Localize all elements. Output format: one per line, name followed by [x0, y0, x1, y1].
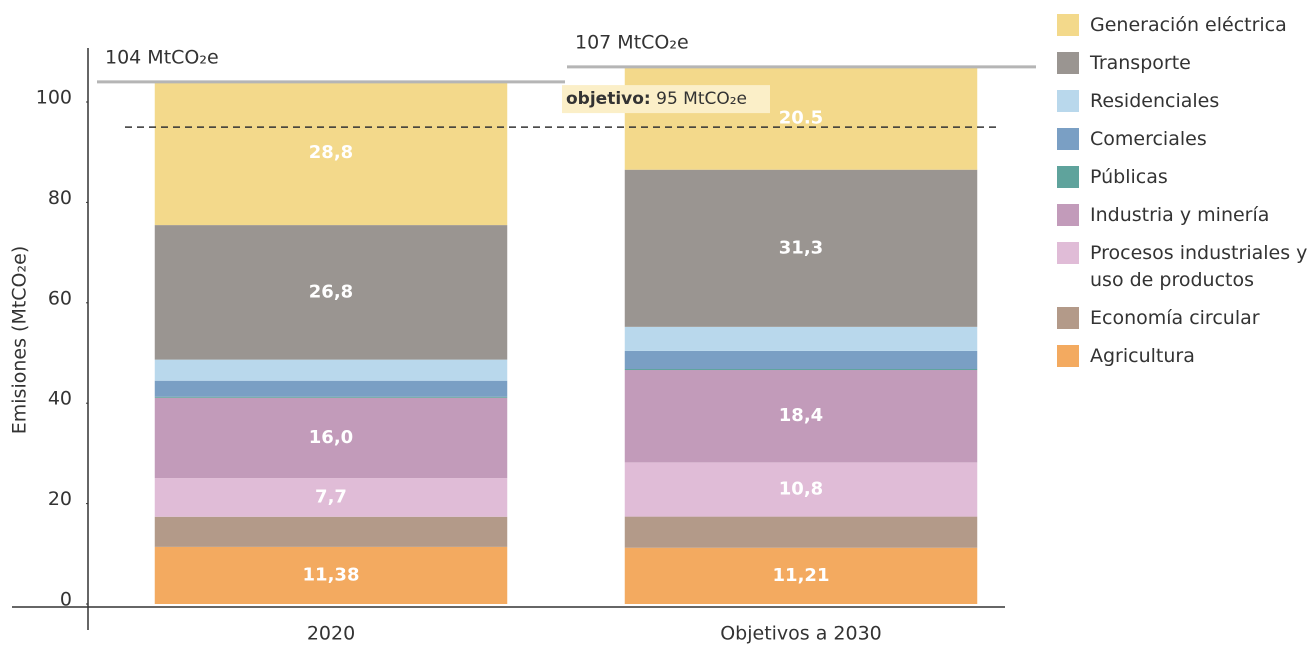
total-label: 107 MtCO₂e [575, 31, 689, 53]
legend-label: Comerciales [1090, 128, 1207, 150]
y-tick-label: 80 [48, 187, 72, 209]
legend-swatch [1057, 307, 1079, 329]
bar-segment [624, 516, 978, 548]
target-label: objetivo: 95 MtCO₂e [566, 89, 747, 109]
legend-label: Generación eléctrica [1090, 14, 1287, 36]
legend-item: Residenciales [1057, 88, 1312, 115]
target-label-bg [562, 85, 770, 114]
legend-label: Públicas [1090, 166, 1168, 188]
value-label: 11,38 [303, 564, 360, 585]
bar-segment [624, 350, 978, 370]
legend-item: Comerciales [1057, 126, 1312, 153]
chart: Emisiones (MtCO₂e) 0 20 40 60 80 100 2020 11,38… [9, 31, 1036, 645]
bar-segment [624, 326, 978, 351]
bar-segment [624, 66, 978, 170]
legend-swatch [1057, 90, 1079, 112]
value-label: 31,3 [779, 237, 823, 258]
bar-segment [154, 380, 508, 397]
legend-item: Agricultura [1057, 343, 1312, 370]
y-tick-label: 40 [48, 388, 72, 410]
bar-segment [624, 547, 978, 604]
legend-label: Industria y minería [1090, 204, 1270, 226]
legend-swatch [1057, 204, 1079, 226]
legend-swatch [1057, 14, 1079, 36]
bar-segment [624, 370, 978, 463]
legend-label: Agricultura [1090, 345, 1195, 367]
target-prefix: objetivo: [566, 89, 651, 109]
y-tick-label: 60 [48, 287, 72, 309]
legend-item: Economía circular [1057, 305, 1312, 332]
legend-swatch [1057, 52, 1079, 74]
bar-segment [154, 359, 508, 381]
target-value: 95 MtCO₂e [656, 89, 747, 109]
legend-swatch [1057, 345, 1079, 367]
value-label: 18,4 [779, 405, 823, 426]
legend-item: Procesos industriales y uso de productos [1057, 240, 1312, 294]
bar-segment [624, 462, 978, 517]
bar-segment [154, 397, 508, 479]
legend: Generación eléctrica Transporte Residencia… [1057, 12, 1312, 381]
legend-item: Generación eléctrica [1057, 12, 1312, 39]
legend-item: Públicas [1057, 164, 1312, 191]
legend-label: Economía circular [1090, 307, 1260, 329]
y-tick-label: 20 [48, 488, 72, 510]
y-tick-label: 100 [36, 87, 72, 109]
legend-swatch [1057, 128, 1079, 150]
bar-segment [624, 369, 978, 371]
value-label: 26,8 [309, 281, 353, 302]
legend-label: Transporte [1090, 52, 1191, 74]
legend-item: Industria y minería [1057, 202, 1312, 229]
legend-swatch [1057, 166, 1079, 188]
legend-swatch [1057, 242, 1079, 264]
value-label: 7,7 [315, 486, 347, 507]
bar-segment [154, 478, 508, 517]
bar-segment [154, 396, 508, 398]
bar-segment [624, 169, 978, 327]
value-label: 10,8 [779, 478, 823, 499]
x-tick-label: 2020 [307, 623, 355, 645]
bar-segment [154, 546, 508, 604]
value-label: 11,21 [773, 565, 830, 586]
total-label: 104 MtCO₂e [105, 46, 219, 68]
bar-segment [154, 516, 508, 547]
x-tick-label: Objetivos a 2030 [720, 623, 882, 645]
legend-item: Transporte [1057, 50, 1312, 77]
value-label: 20.5 [779, 107, 823, 128]
y-tick-label: 0 [60, 589, 72, 611]
legend-label: Residenciales [1090, 90, 1220, 112]
y-axis-title: Emisiones (MtCO₂e) [9, 246, 31, 434]
value-label: 28,8 [309, 142, 353, 163]
bar-segment [154, 225, 508, 360]
legend-label: Procesos industriales y uso de productos [1090, 242, 1308, 291]
bar-segment [154, 80, 508, 226]
value-label: 16,0 [309, 427, 353, 448]
